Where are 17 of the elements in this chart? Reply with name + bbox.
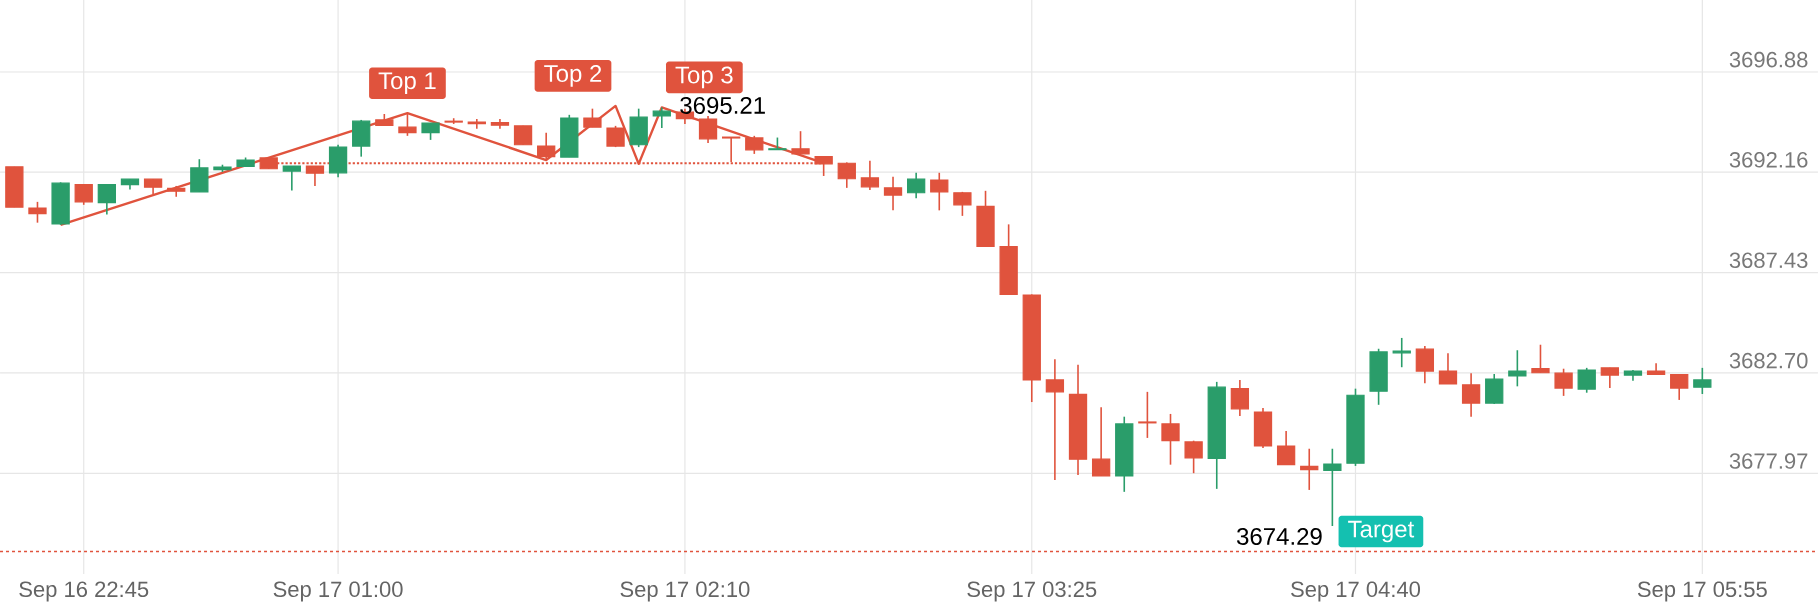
- y-tick-label: 3692.16: [1729, 152, 1808, 168]
- y-tick-label: 3696.88: [1729, 51, 1808, 68]
- y-tick-label: 3687.43: [1729, 252, 1808, 269]
- x-tick-label: Sep 17 04:40: [1291, 581, 1421, 602]
- ref-line-label: 3674.29: [1236, 527, 1322, 545]
- x-tick-label: Sep 17 02:10: [620, 581, 750, 602]
- annotation: Top 1: [378, 72, 436, 94]
- x-tick-label: Sep 17 03:25: [967, 581, 1097, 602]
- x-tick-label: Sep 17 05:55: [1637, 581, 1767, 602]
- x-tick-label: Sep 16 22:45: [19, 581, 149, 602]
- annotation: Target: [1348, 520, 1415, 543]
- annotation: 3695.21: [680, 96, 765, 114]
- x-tick-label: Sep 17 01:00: [273, 581, 403, 602]
- annotation: Top 2: [544, 64, 602, 87]
- y-tick-label: 3677.97: [1729, 453, 1808, 469]
- annotation: Top 3: [675, 66, 733, 89]
- y-tick-label: 3682.70: [1729, 352, 1808, 369]
